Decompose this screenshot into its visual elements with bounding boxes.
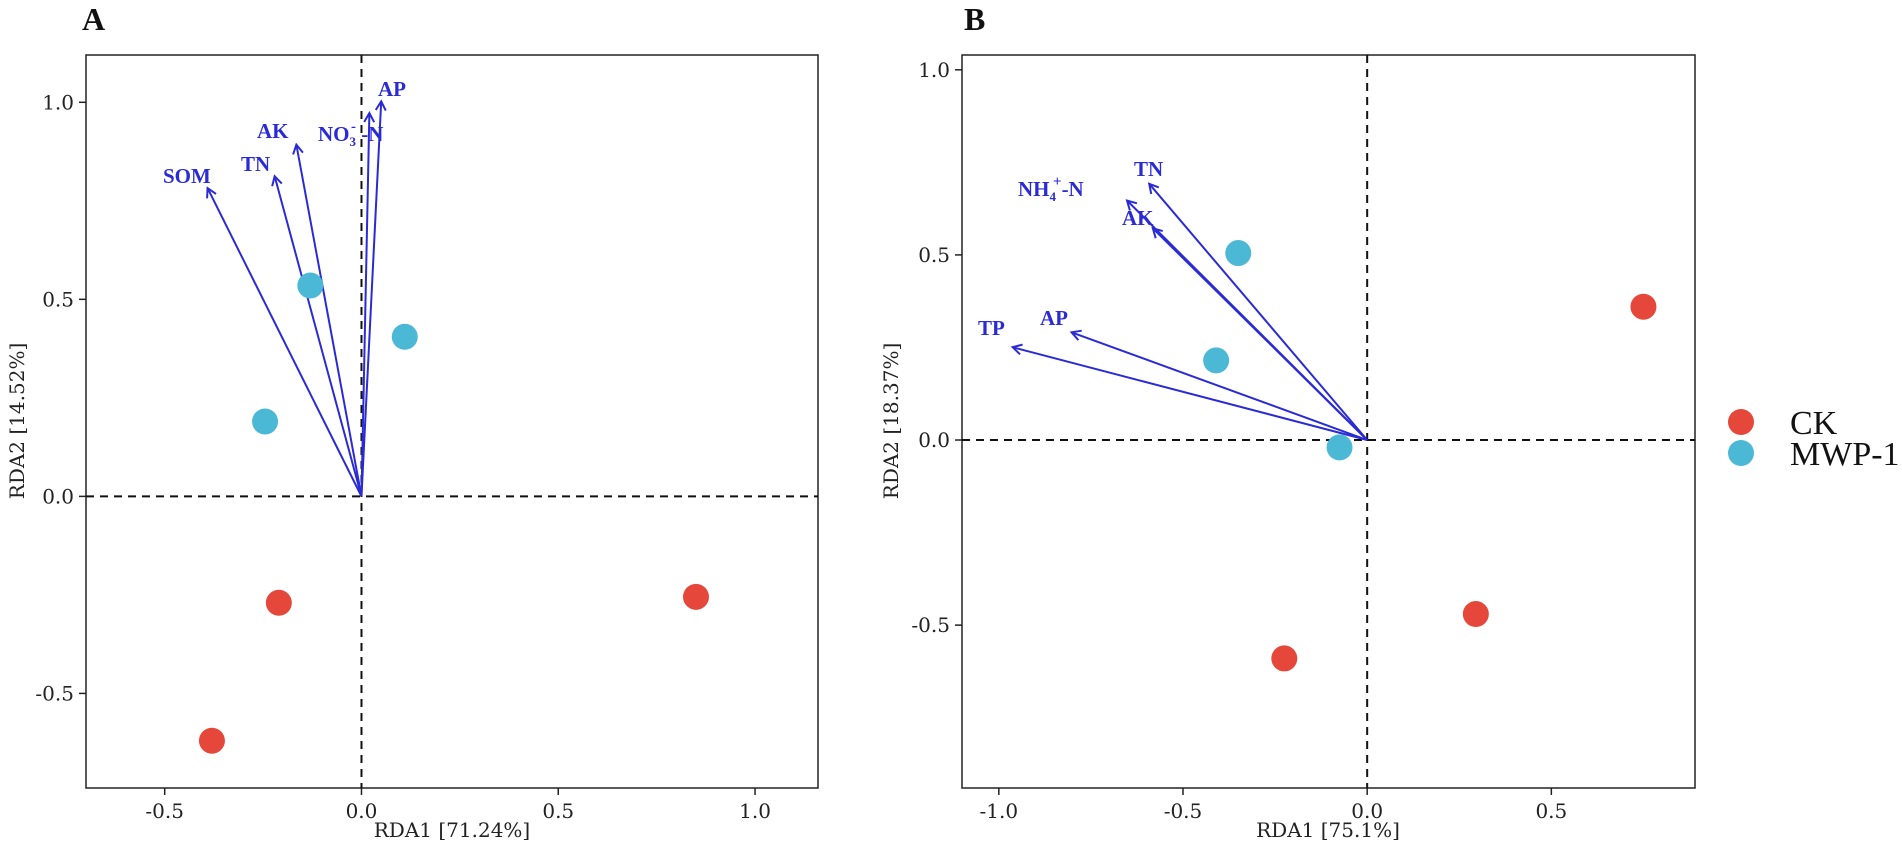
vector-arrow-ap bbox=[1073, 333, 1368, 441]
point-ck bbox=[1462, 601, 1489, 628]
y-tick-label: 0.5 bbox=[42, 287, 74, 311]
no3-base: NO bbox=[318, 122, 350, 146]
panel-a-x-ticks: -0.5 0.0 0.5 1.0 bbox=[145, 788, 771, 823]
panel-a: A -0.5 0.0 0.5 1.0 -0.50.00.51.0 SOM TN AK … bbox=[5, 1, 819, 842]
panel-a-points bbox=[198, 272, 709, 754]
vector-label-som: SOM bbox=[163, 164, 211, 188]
legend-marker-ck bbox=[1728, 409, 1754, 435]
y-tick-label: 1.0 bbox=[42, 90, 74, 114]
point-mwp-1 bbox=[391, 323, 418, 350]
y-tick-label: 0.5 bbox=[918, 243, 950, 267]
panel-b-points bbox=[1203, 240, 1657, 672]
panel-b-y-axis-label: RDA2 [18.37%] bbox=[879, 343, 903, 499]
vector-label-ak: AK bbox=[257, 119, 289, 143]
x-tick-label: 0.5 bbox=[542, 799, 574, 823]
point-ck bbox=[265, 589, 292, 616]
panel-b-plot-frame bbox=[961, 54, 1696, 789]
point-mwp-1 bbox=[297, 272, 324, 299]
panel-b-x-ticks: -1.0 -0.5 0.0 0.5 bbox=[980, 788, 1567, 823]
y-tick-label: -0.5 bbox=[911, 613, 950, 637]
panel-a-y-ticks: -0.5 0.0 0.5 1.0 bbox=[35, 90, 86, 705]
panel-a-letter: A bbox=[82, 1, 105, 37]
panel-b-y-ticks: -0.5 0.0 0.5 1.0 bbox=[911, 58, 962, 637]
vector-arrow-ak bbox=[1154, 229, 1368, 441]
vector-label-tn: TN bbox=[241, 152, 270, 176]
vector-arrow-tp bbox=[1014, 347, 1368, 441]
x-tick-label: -0.5 bbox=[145, 799, 184, 823]
legend-label-mwp1: MWP-1 bbox=[1790, 436, 1900, 473]
panel-a-zero-lines bbox=[86, 55, 818, 788]
panel-a-y-axis-label: RDA2 [14.52%] bbox=[5, 343, 29, 499]
vector-arrow-tn bbox=[1150, 185, 1368, 441]
legend-marker-mwp1 bbox=[1728, 440, 1754, 466]
vector-label-no3n: NO3- -N bbox=[318, 119, 383, 149]
no3-subscript: 3 bbox=[350, 134, 357, 149]
vector-arrow-ap bbox=[360, 102, 381, 497]
point-ck bbox=[683, 583, 709, 610]
vector-label-ap-b: AP bbox=[1040, 306, 1068, 330]
legend-label-ck: CK bbox=[1790, 405, 1838, 442]
panel-a-vectors bbox=[208, 102, 381, 497]
x-tick-label: 0.0 bbox=[1351, 799, 1383, 823]
y-tick-label: 0.0 bbox=[42, 484, 74, 508]
point-ck bbox=[1630, 293, 1657, 320]
panel-b-x-axis-label: RDA1 [75.1%] bbox=[1256, 818, 1400, 842]
panel-a-plot-frame bbox=[85, 54, 819, 789]
vector-label-ak-b: AK bbox=[1122, 206, 1154, 230]
x-tick-label: 0.0 bbox=[346, 799, 378, 823]
point-mwp-1 bbox=[1203, 347, 1230, 374]
no3-tail: -N bbox=[356, 122, 383, 146]
nh4-superscript: + bbox=[1053, 174, 1062, 190]
point-mwp-1 bbox=[252, 408, 279, 435]
vector-arrow-ak bbox=[297, 146, 363, 497]
panel-a-x-axis-label: RDA1 [71.24%] bbox=[374, 818, 530, 842]
y-tick-label: -0.5 bbox=[35, 681, 74, 705]
legend: CK MWP-1 bbox=[1728, 405, 1900, 473]
vector-arrow-no3-n bbox=[360, 114, 369, 497]
vector-label-tp-b: TP bbox=[978, 316, 1005, 340]
vector-arrow-som bbox=[208, 189, 363, 497]
point-mwp-1 bbox=[1326, 434, 1353, 461]
panel-b: B -1.0 -0.5 0.0 0.5 -0.5 0.0 0.5 1.0 TN NH4+-N… bbox=[879, 1, 1696, 842]
point-ck bbox=[1271, 645, 1298, 672]
vector-label-tn-b: TN bbox=[1134, 157, 1163, 181]
panel-b-letter: B bbox=[964, 1, 985, 37]
x-tick-label: 0.5 bbox=[1535, 799, 1567, 823]
x-tick-label: 1.0 bbox=[739, 799, 771, 823]
y-tick-label: 0.0 bbox=[918, 428, 950, 452]
y-tick-label: 1.0 bbox=[918, 58, 950, 82]
panel-b-zero-lines bbox=[962, 55, 1695, 788]
nh4-subscript: 4 bbox=[1050, 189, 1057, 204]
vector-arrow-tn bbox=[275, 177, 363, 497]
no3-superscript: - bbox=[351, 119, 356, 135]
x-tick-label: -0.5 bbox=[1164, 799, 1203, 823]
vector-label-nh4n: NH4+-N bbox=[1018, 174, 1084, 204]
point-ck bbox=[198, 727, 225, 754]
nh4-base: NH bbox=[1018, 177, 1050, 201]
panel-b-vectors bbox=[1014, 185, 1368, 441]
vector-label-ap: AP bbox=[378, 77, 406, 101]
nh4-tail: -N bbox=[1062, 177, 1084, 201]
point-mwp-1 bbox=[1225, 240, 1252, 267]
x-tick-label: -1.0 bbox=[980, 799, 1019, 823]
